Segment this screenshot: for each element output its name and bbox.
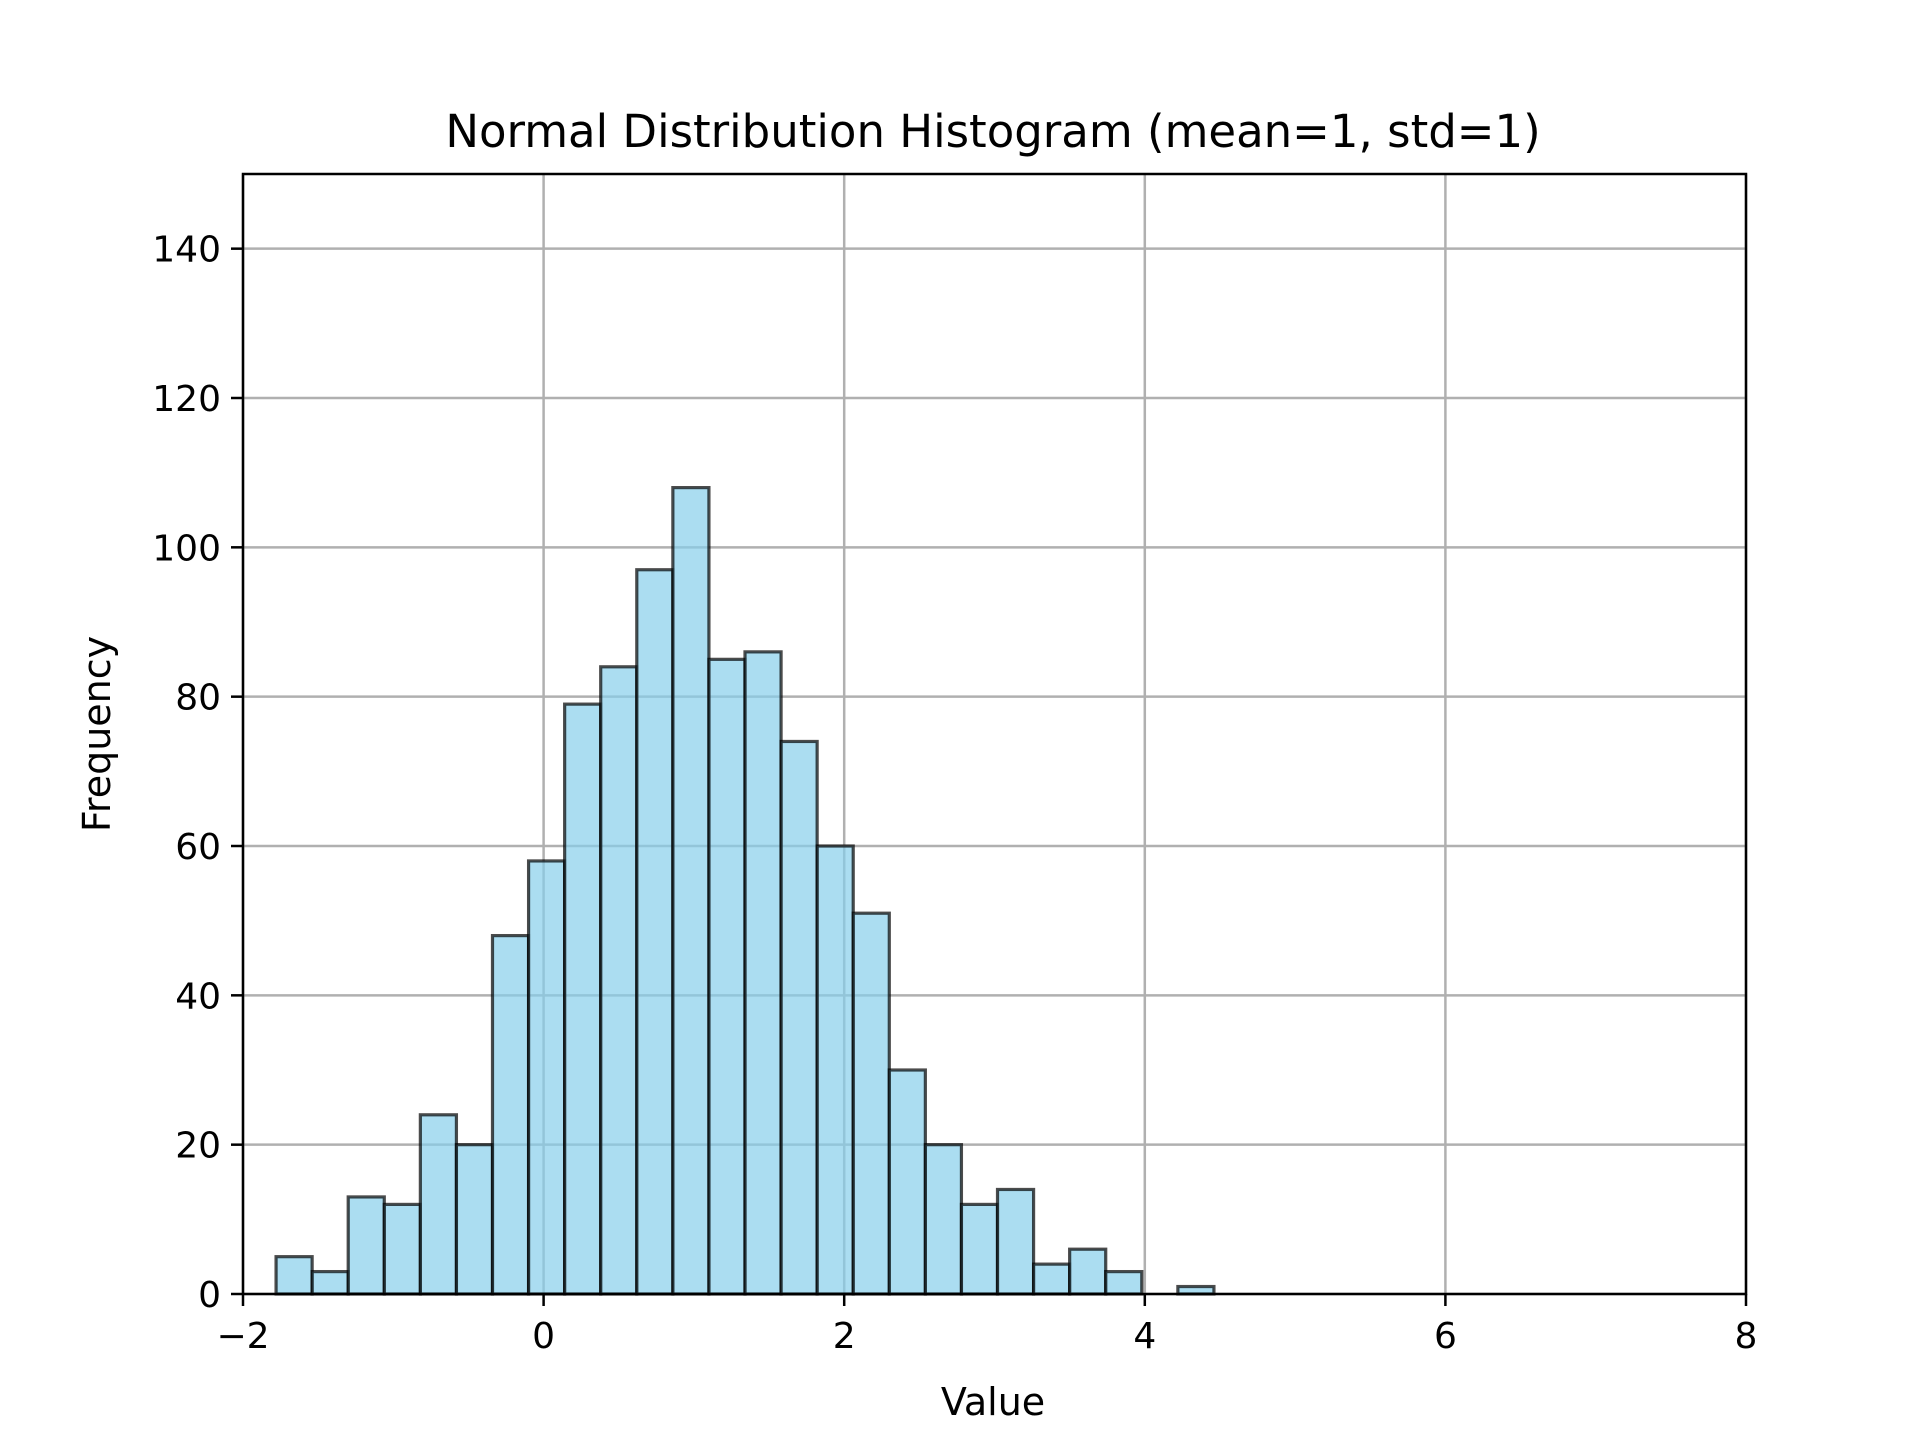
histogram-bar bbox=[707, 657, 747, 1296]
x-axis-label: Value bbox=[941, 1380, 1045, 1424]
x-tick-label: 2 bbox=[833, 1316, 856, 1357]
x-tick-label: −2 bbox=[216, 1316, 269, 1357]
x-tick-label: 6 bbox=[1434, 1316, 1457, 1357]
histogram-bar bbox=[1031, 1262, 1072, 1296]
x-tick-label: 4 bbox=[1133, 1316, 1156, 1357]
y-tick-label: 60 bbox=[175, 827, 221, 868]
histogram-bar bbox=[671, 486, 711, 1296]
histogram-bar bbox=[743, 650, 783, 1296]
histogram-bar bbox=[563, 702, 603, 1296]
grid-lines bbox=[241, 174, 1748, 1296]
y-axis-label: Frequency bbox=[75, 636, 119, 832]
histogram-bar bbox=[923, 1143, 964, 1296]
histogram-bar bbox=[310, 1269, 350, 1296]
histogram-bar bbox=[418, 1113, 459, 1296]
y-tick-label: 0 bbox=[198, 1275, 221, 1316]
histogram-bar bbox=[490, 933, 531, 1296]
histogram-bar bbox=[779, 739, 819, 1296]
y-tick-label: 140 bbox=[152, 230, 221, 271]
histogram-bar bbox=[346, 1195, 386, 1296]
histogram-bar bbox=[635, 568, 675, 1296]
x-tick-label: 8 bbox=[1735, 1316, 1758, 1357]
histogram-bar bbox=[526, 859, 567, 1296]
histogram-bar bbox=[1104, 1269, 1144, 1296]
y-tick-label: 80 bbox=[175, 678, 221, 719]
histogram-bar bbox=[959, 1202, 1000, 1296]
histogram-bar bbox=[382, 1202, 422, 1296]
histogram-bar bbox=[454, 1143, 495, 1296]
histogram-bars bbox=[274, 486, 1216, 1296]
histogram-bar bbox=[274, 1255, 314, 1296]
chart-title: Normal Distribution Histogram (mean=1, s… bbox=[445, 105, 1540, 158]
histogram-bar bbox=[1068, 1247, 1108, 1296]
histogram-bar bbox=[599, 665, 639, 1296]
y-tick-label: 40 bbox=[175, 976, 221, 1017]
y-tick-label: 100 bbox=[152, 528, 221, 569]
y-tick-label: 20 bbox=[175, 1126, 221, 1167]
histogram-bar bbox=[995, 1187, 1036, 1296]
y-tick-label: 120 bbox=[152, 379, 221, 420]
histogram-bar bbox=[815, 844, 855, 1296]
histogram-bar bbox=[887, 1068, 927, 1296]
plot-frame bbox=[241, 172, 1748, 1296]
x-axis-ticks: −2 0 2 4 6 8 bbox=[216, 1294, 1757, 1357]
x-tick-label: 0 bbox=[532, 1316, 555, 1357]
histogram-bar bbox=[851, 911, 891, 1296]
y-axis-ticks: 0 20 40 60 80 100 120 140 bbox=[152, 230, 243, 1316]
